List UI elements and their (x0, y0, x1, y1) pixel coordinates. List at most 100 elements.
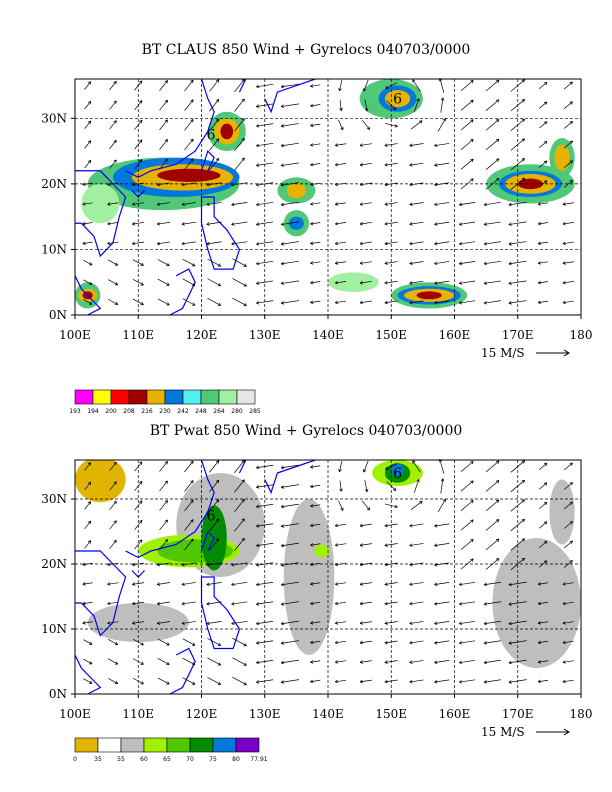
wind-arrow-head (218, 642, 222, 646)
wind-arrow-head (206, 204, 210, 207)
wind-arrow (538, 582, 549, 585)
wind-arrow-head (434, 143, 438, 146)
wind-arrow-head (82, 562, 86, 566)
wind-arrow (335, 163, 347, 166)
wind-arrow-head (281, 302, 285, 305)
wind-arrow-head (192, 158, 194, 162)
wind-arrow (483, 659, 501, 664)
wind-arrow (439, 459, 445, 474)
colorbar-label: 55 (117, 756, 125, 763)
wind-arrow-head (384, 222, 388, 225)
wind-arrow-head (281, 243, 285, 246)
wind-arrow-head (256, 145, 260, 148)
wind-arrow-head (543, 160, 547, 162)
wind-arrow-head (206, 243, 210, 246)
wind-arrow (335, 523, 347, 527)
wind-arrow (459, 659, 476, 664)
wind-arrow-head (139, 119, 143, 122)
wind-arrow (538, 261, 549, 264)
wind-arrow-head (537, 582, 541, 585)
wind-arrow-head (89, 160, 92, 164)
wind-arrow-head (217, 538, 220, 542)
wind-arrow-head (409, 584, 413, 586)
wind-arrow (281, 300, 300, 304)
wind-arrow-head (310, 504, 314, 507)
wind-arrow-head (394, 506, 398, 509)
wind-arrow-head (280, 465, 284, 469)
wind-arrow-head (215, 138, 219, 141)
wind-arrow-head (562, 582, 566, 585)
wind-arrow-head (459, 263, 463, 266)
wind-arrow-head (569, 81, 573, 83)
wind-arrow-head (132, 584, 136, 586)
wind-arrow (459, 202, 476, 206)
wind-arrow-head (281, 487, 285, 489)
wind-arrow-head (483, 261, 487, 265)
wind-arrow-head (508, 623, 512, 626)
wind-arrow-head (359, 584, 363, 586)
wind-arrow-head (231, 603, 235, 606)
colorbar-label: 0 (73, 756, 77, 763)
wind-arrow (109, 500, 117, 511)
wind-arrow-head (483, 641, 487, 644)
wind-arrow (310, 300, 321, 303)
wind-arrow-head (139, 139, 143, 142)
wind-arrow-head (141, 461, 143, 465)
wind-arrow-head (139, 100, 143, 103)
wind-arrow-head (335, 263, 339, 265)
wind-arrow-head (562, 660, 566, 663)
wind-arrow-head (115, 520, 117, 524)
wind-arrow-head (113, 120, 117, 123)
wind-arrow (483, 620, 501, 625)
wind-arrow-head (89, 482, 92, 486)
wind-arrow (310, 582, 321, 585)
wind-arrow-head (164, 539, 168, 541)
wind-arrow-head (231, 184, 235, 187)
wind-arrow-head (243, 499, 245, 503)
wind-arrow-head (523, 538, 525, 542)
wind-arrow-head (310, 144, 314, 147)
wind-arrow (508, 241, 527, 245)
wind-arrow-head (571, 501, 573, 505)
gyre-marker: 6 (393, 466, 402, 482)
wind-arrow-head (256, 242, 259, 245)
wind-arrow-head (231, 202, 235, 206)
wind-arrow-head (167, 681, 170, 685)
wind-arrow (434, 601, 450, 605)
wind-arrow-head (280, 543, 284, 547)
wind-arrow-head (508, 224, 512, 226)
wind-arrow (339, 80, 343, 92)
wind-arrow-head (359, 679, 363, 683)
wind-arrow (409, 543, 424, 546)
wind-arrow (434, 660, 450, 663)
wind-arrow-head (280, 202, 284, 206)
wind-arrow-head (537, 679, 541, 683)
wind-arrow (459, 300, 476, 304)
wind-arrow-head (113, 80, 117, 83)
wind-arrow (83, 658, 93, 665)
wind-arrow-head (335, 145, 339, 147)
wind-arrow-head (181, 241, 185, 245)
wind-arrow-head (537, 640, 541, 644)
wind-arrow-head (167, 262, 170, 266)
wind-arrow (256, 562, 274, 566)
wind-arrow-head (310, 484, 314, 488)
wind-arrow-head (256, 465, 259, 469)
coast-segment (264, 460, 316, 495)
wind-arrow-head (310, 123, 314, 126)
wind-arrow (410, 501, 423, 510)
wind-arrow (281, 523, 300, 527)
wind-arrow (159, 500, 168, 511)
wind-arrow-head (409, 302, 413, 305)
wind-arrow (107, 298, 118, 305)
wind-arrow (414, 98, 420, 112)
wind-arrow-head (280, 524, 284, 527)
wind-arrow (562, 261, 574, 264)
wind-arrow-head (256, 525, 260, 528)
wind-arrow-head (434, 545, 438, 547)
wind-arrow-head (156, 202, 160, 205)
wind-arrow-head (459, 641, 462, 644)
wind-arrow-head (335, 243, 339, 246)
wind-arrow-head (523, 177, 525, 182)
wind-arrow (539, 560, 548, 568)
